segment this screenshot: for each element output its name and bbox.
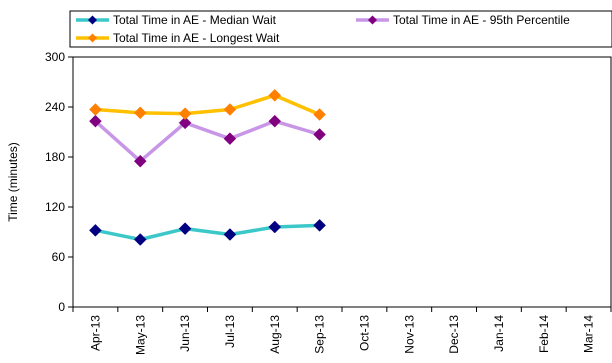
y-tick-label: 180: [45, 150, 65, 164]
y-tick-label: 60: [52, 250, 66, 264]
y-tick-label: 300: [45, 50, 65, 64]
data-point: [89, 103, 102, 116]
legend-marker: [88, 15, 97, 25]
x-tick-label: May-13: [133, 315, 147, 355]
data-point: [268, 114, 282, 128]
legend-item-3: Total Time in AE - Longest Wait: [76, 31, 280, 45]
x-axis: Apr-13 May-13 Jun-13 Jul-13 Aug-13 Sep-13 Oct-…: [72, 307, 612, 355]
legend-label: Total Time in AE - 95th Percentile: [393, 13, 570, 27]
series-2: [89, 114, 326, 168]
x-tick-label: Jan-14: [492, 315, 506, 352]
plot-area: [72, 56, 612, 308]
x-tick-label: Apr-13: [88, 315, 102, 351]
data-point: [133, 154, 147, 168]
x-tick-label: Aug-13: [268, 315, 282, 354]
data-point: [89, 114, 102, 128]
data-point: [89, 223, 102, 237]
data-point: [313, 128, 326, 141]
legend-box: [69, 10, 612, 48]
x-tick-label: Jun-13: [178, 315, 192, 352]
y-axis: 0 60 120 180 240 300: [45, 50, 73, 314]
series-3: [89, 88, 326, 121]
legend: Total Time in AE - Median Wait Total Time…: [76, 13, 570, 45]
legend-label: Total Time in AE - Longest Wait: [113, 31, 280, 45]
series-layer: [89, 88, 326, 246]
y-tick-label: 240: [45, 100, 65, 114]
x-tick-label: Nov-13: [402, 315, 416, 354]
data-point: [133, 106, 147, 120]
series-line: [94, 119, 321, 163]
data-point: [133, 233, 147, 246]
x-tick-label: Oct-13: [357, 315, 371, 351]
data-point: [223, 132, 237, 146]
legend-label: Total Time in AE - Median Wait: [113, 13, 277, 27]
series-1: [89, 218, 326, 246]
x-tick-label: Feb-14: [537, 315, 551, 353]
legend-marker: [88, 33, 97, 43]
legend-item-1: Total Time in AE - Median Wait: [76, 13, 277, 27]
x-tick-label: Sep-13: [313, 315, 327, 354]
data-point: [313, 108, 326, 121]
legend-marker: [368, 15, 377, 25]
x-tick-label: Dec-13: [447, 315, 461, 354]
y-axis-title: Time (minutes): [6, 142, 20, 222]
x-tick-label: Jul-13: [223, 315, 237, 348]
data-point: [223, 228, 237, 241]
data-point: [178, 222, 192, 236]
series-line: [95, 93, 321, 117]
x-tick-label: Mar-14: [582, 315, 596, 353]
data-point: [268, 88, 282, 102]
series-line: [95, 223, 320, 242]
data-point: [178, 116, 192, 130]
data-point: [268, 220, 282, 234]
y-tick-label: 120: [45, 200, 65, 214]
data-point: [313, 218, 326, 232]
y-tick-label: 0: [58, 300, 65, 314]
legend-item-2: Total Time in AE - 95th Percentile: [356, 13, 570, 27]
data-point: [178, 107, 192, 121]
data-point: [223, 103, 237, 116]
